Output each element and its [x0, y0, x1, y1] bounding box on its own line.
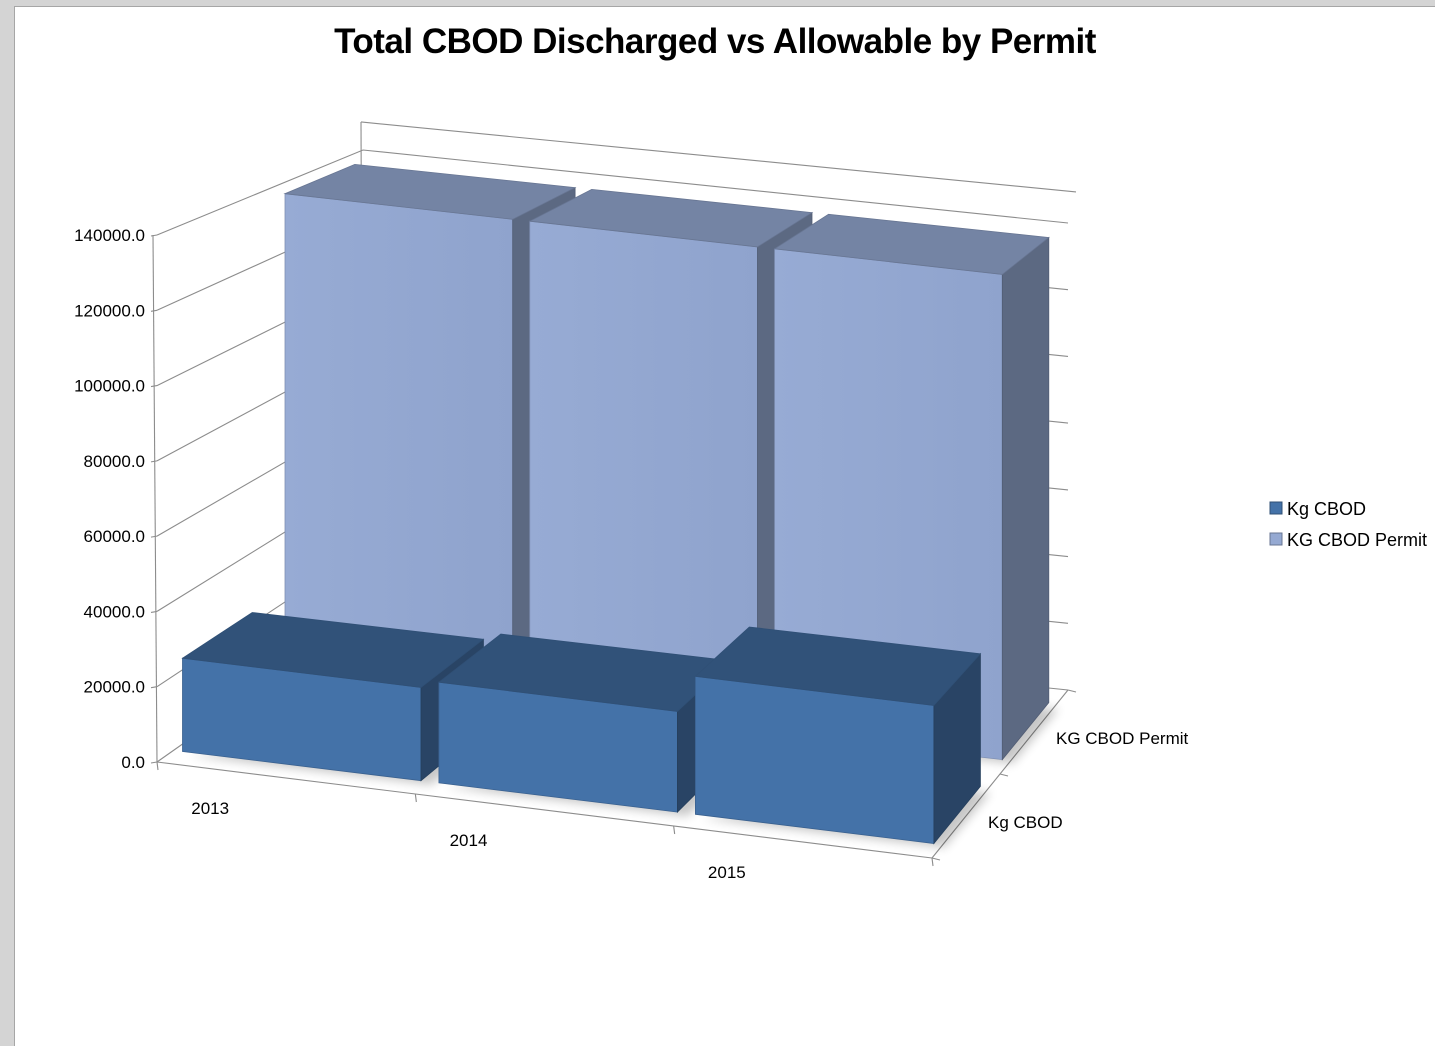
bar-kg-cbod-permit	[773, 213, 1059, 764]
back-wall-top-edge	[360, 121, 1077, 193]
bar-top-face	[773, 213, 1050, 275]
x-tick-mark	[414, 793, 417, 803]
x-tick-label: 2013	[191, 799, 229, 818]
y-tick-label: 0.0	[121, 753, 145, 772]
axis-labels: 0.0 20000.0 40000.0 60000.0 80000.0 100000.0 1…	[74, 226, 1188, 882]
bar-top-face	[181, 612, 485, 688]
y-tick-mark	[150, 234, 158, 237]
chart-title: Total CBOD Discharged vs Allowable by Pe…	[334, 22, 1096, 61]
x-tick-mark	[673, 825, 676, 835]
depth-tick-mark	[1067, 689, 1077, 693]
depth-tick-mark	[999, 773, 1009, 777]
x-tick-mark	[156, 761, 159, 771]
y-tick-label: 100000.0	[74, 377, 145, 396]
y-tick-label: 20000.0	[84, 678, 145, 697]
y-tick-label: 140000.0	[74, 226, 145, 245]
depth-tick-label: KG CBOD Permit	[1056, 729, 1189, 748]
bar-top-face	[694, 626, 982, 706]
y-tick-mark	[150, 460, 158, 463]
bar-kg-cbod	[181, 612, 494, 785]
x-axis-line	[156, 761, 933, 859]
y-tick-mark	[150, 535, 158, 538]
y-axis-line	[152, 234, 158, 763]
bar-top-face	[528, 188, 814, 248]
depth-tick-mark	[931, 857, 941, 861]
y-tick-label: 40000.0	[84, 602, 145, 621]
x-tick-mark	[931, 857, 934, 867]
bars	[181, 163, 1059, 848]
bar-top-face	[283, 163, 577, 220]
legend-label: KG CBOD Permit	[1287, 530, 1427, 550]
y-tick-label: 60000.0	[84, 527, 145, 546]
y-tick-label: 80000.0	[84, 452, 145, 471]
legend-label: Kg CBOD	[1287, 499, 1366, 519]
bar-kg-cbod	[437, 633, 742, 817]
depth-tick-label: Kg CBOD	[988, 813, 1063, 832]
bar-kg-cbod	[694, 626, 991, 848]
x-tick-label: 2015	[708, 863, 746, 882]
legend-swatch	[1269, 501, 1283, 515]
legend-swatch	[1269, 532, 1283, 546]
x-tick-label: 2014	[450, 831, 488, 850]
gridline	[156, 149, 1069, 236]
y-tick-mark	[150, 761, 158, 764]
y-tick-label: 120000.0	[74, 301, 145, 320]
legend: Kg CBOD KG CBOD Permit	[1269, 499, 1427, 550]
bar-side-face	[1001, 236, 1050, 761]
